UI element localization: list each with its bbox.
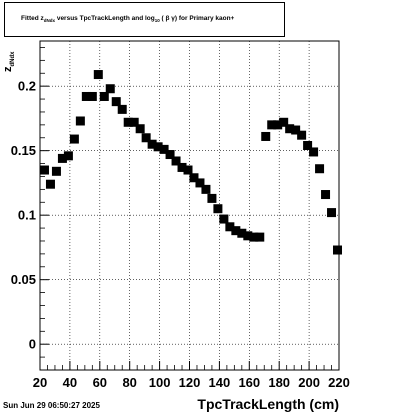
title-box: Fitted zdNdx versus TpcTrackLength and l… [4,2,285,37]
title-z-sub: dNdx [43,18,56,23]
title-suffix: for Primary kaon+ [178,15,235,22]
data-point [189,173,199,183]
title-log-sub: 10 [154,18,160,23]
title-z: z [40,15,44,22]
y-axis-label-sub: dNdx [10,51,17,67]
data-point [81,91,91,101]
x-tick-label: 20 [33,375,47,390]
grid [40,41,339,370]
data-point [171,156,181,166]
data-point [123,117,133,127]
data-point [153,142,163,152]
data-point [291,125,301,135]
data-point [321,190,331,200]
data-point [165,150,175,160]
x-tick-label: 220 [328,375,350,390]
data-point [237,228,247,238]
data-point [87,91,97,101]
y-tick-label: 0.1 [18,208,36,223]
title-prefix: Fitted [21,15,39,22]
data-point [45,179,55,189]
x-tick-label: 140 [209,375,231,390]
data-point [111,97,121,107]
y-tick-label: 0.15 [11,143,36,158]
axis-ticks [39,47,340,371]
data-point [315,164,325,174]
data-point [249,232,259,242]
data-point [327,208,337,218]
x-tick-label: 80 [122,375,136,390]
data-point [57,153,67,163]
y-tick-label: 0 [29,337,36,352]
title-paren: ( β γ) [161,15,178,22]
timestamp: Sun Jun 29 06:50:27 2025 [3,401,100,410]
data-point [219,214,229,224]
data-point [309,147,319,157]
data-point [135,124,145,134]
data-point [267,120,277,130]
y-axis-label: zdNdx [2,52,16,73]
data-point [285,124,295,134]
data-point [39,165,49,175]
data-point [75,116,85,126]
data-point [129,117,139,127]
data-point [213,204,223,214]
data-point [51,166,61,176]
data-point [225,222,235,232]
data-point [297,130,307,140]
x-tick-label: 60 [93,375,107,390]
data-point [303,141,313,151]
data-point [279,117,289,127]
x-tick-label: 160 [238,375,260,390]
data-point [117,104,127,114]
data-point [255,232,265,242]
data-point [159,144,169,154]
data-point [243,231,253,241]
data-point [141,133,151,143]
x-tick-label: 40 [63,375,77,390]
chart-title: Fitted zdNdx versus TpcTrackLength and l… [21,15,234,23]
data-point [147,139,157,149]
y-axis-label-main: z [2,66,14,73]
title-mid: versus TpcTrackLength and log [56,15,155,22]
data-point [99,91,109,101]
data-point [201,184,211,194]
data-point [333,245,343,255]
x-axis-label: TpcTrackLength (cm) [197,396,339,412]
data-point [63,151,73,161]
data-point [93,70,103,80]
data-point [105,84,115,94]
axis-tick-labels: 20 40 60 80 100 120 140 160 180 200 220 0 0.05 0.1 0.1… [11,79,350,390]
y-tick-label: 0.2 [18,79,36,94]
x-tick-label: 120 [179,375,201,390]
y-tick-label: 0.05 [11,272,36,287]
data-points [39,70,343,255]
data-point [273,120,283,130]
data-point [177,162,187,172]
data-point [207,193,217,203]
data-point [183,165,193,175]
x-tick-label: 200 [298,375,320,390]
x-tick-label: 100 [149,375,171,390]
data-point [231,226,241,236]
x-tick-label: 180 [268,375,290,390]
data-point [261,131,271,141]
data-point [69,134,79,144]
data-point [195,178,205,188]
